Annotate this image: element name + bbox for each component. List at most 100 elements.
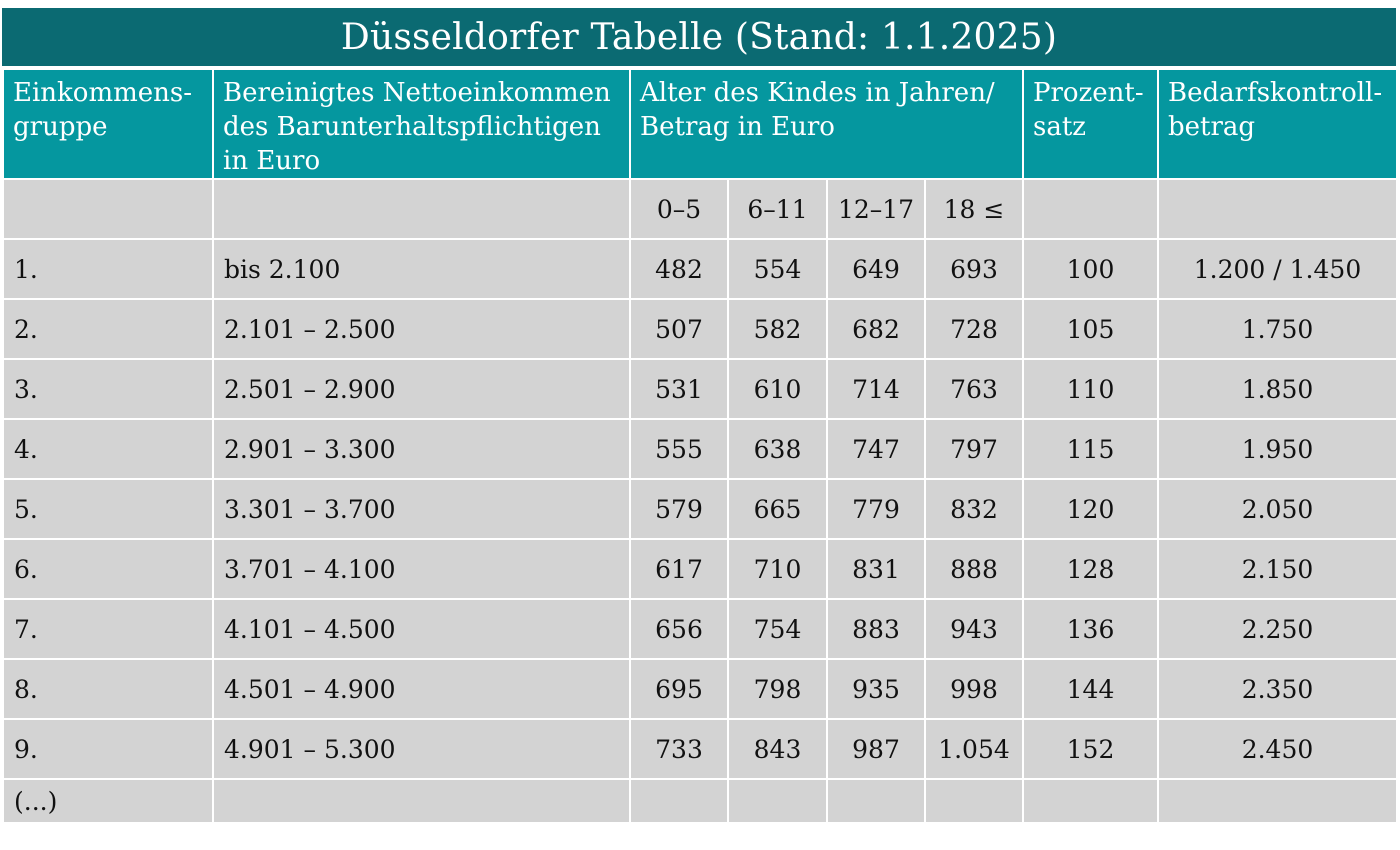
group-cell: 4. (2, 418, 214, 480)
empty-cell (1157, 178, 1398, 240)
amount-18-cell: 998 (924, 658, 1024, 720)
table-row: 1. bis 2.100 482 554 649 693 100 1.200 / 1.450 (2, 238, 1398, 300)
empty-cell (1157, 778, 1398, 824)
percent-cell: 128 (1022, 538, 1159, 600)
percent-cell: 105 (1022, 298, 1159, 360)
empty-cell (826, 778, 926, 824)
ellipsis-row: (...) (2, 778, 1398, 824)
group-cell: 3. (2, 358, 214, 420)
amount-18-cell: 1.054 (924, 718, 1024, 780)
table-row: 5. 3.301 – 3.700 579 665 779 832 120 2.050 (2, 478, 1398, 540)
amount-6-11-cell: 554 (727, 238, 828, 300)
table-row: 6. 3.701 – 4.100 617 710 831 888 128 2.150 (2, 538, 1398, 600)
header-row: Einkommens-gruppe Bereinigtes Nettoeinko… (2, 68, 1398, 180)
percent-cell: 115 (1022, 418, 1159, 480)
empty-cell (212, 778, 631, 824)
income-cell: 4.501 – 4.900 (212, 658, 631, 720)
empty-cell (629, 778, 729, 824)
empty-cell (1022, 778, 1159, 824)
income-cell: 4.901 – 5.300 (212, 718, 631, 780)
amount-12-17-cell: 747 (826, 418, 926, 480)
control-cell: 1.850 (1157, 358, 1398, 420)
amount-18-cell: 728 (924, 298, 1024, 360)
percent-cell: 152 (1022, 718, 1159, 780)
ellipsis-cell: (...) (2, 778, 214, 824)
age-group-2: 12–17 (826, 178, 926, 240)
income-cell: 2.501 – 2.900 (212, 358, 631, 420)
empty-cell (727, 778, 828, 824)
amount-0-5-cell: 579 (629, 478, 729, 540)
amount-12-17-cell: 831 (826, 538, 926, 600)
amount-0-5-cell: 555 (629, 418, 729, 480)
header-control: Bedarfskontroll-betrag (1157, 68, 1398, 180)
dusseldorf-table: Einkommens-gruppe Bereinigtes Nettoeinko… (2, 68, 1398, 824)
table-frame: Düsseldorfer Tabelle (Stand: 1.1.2025) E… (2, 8, 1398, 824)
age-group-3: 18 ≤ (924, 178, 1024, 240)
group-cell: 7. (2, 598, 214, 660)
age-group-1: 6–11 (727, 178, 828, 240)
amount-0-5-cell: 733 (629, 718, 729, 780)
table-row: 3. 2.501 – 2.900 531 610 714 763 110 1.850 (2, 358, 1398, 420)
table-row: 2. 2.101 – 2.500 507 582 682 728 105 1.750 (2, 298, 1398, 360)
header-age: Alter des Kindes in Jahren/ Betrag in Eu… (629, 68, 1024, 180)
table-row: 4. 2.901 – 3.300 555 638 747 797 115 1.950 (2, 418, 1398, 480)
group-cell: 6. (2, 538, 214, 600)
amount-18-cell: 888 (924, 538, 1024, 600)
control-cell: 2.350 (1157, 658, 1398, 720)
amount-6-11-cell: 610 (727, 358, 828, 420)
percent-cell: 110 (1022, 358, 1159, 420)
amount-0-5-cell: 531 (629, 358, 729, 420)
amount-6-11-cell: 582 (727, 298, 828, 360)
percent-cell: 100 (1022, 238, 1159, 300)
amount-18-cell: 693 (924, 238, 1024, 300)
income-cell: 3.301 – 3.700 (212, 478, 631, 540)
table-row: 9. 4.901 – 5.300 733 843 987 1.054 152 2.450 (2, 718, 1398, 780)
control-cell: 1.750 (1157, 298, 1398, 360)
amount-12-17-cell: 714 (826, 358, 926, 420)
group-cell: 9. (2, 718, 214, 780)
control-cell: 2.150 (1157, 538, 1398, 600)
amount-18-cell: 763 (924, 358, 1024, 420)
amount-18-cell: 797 (924, 418, 1024, 480)
amount-12-17-cell: 649 (826, 238, 926, 300)
amount-12-17-cell: 935 (826, 658, 926, 720)
empty-cell (1022, 178, 1159, 240)
amount-0-5-cell: 507 (629, 298, 729, 360)
amount-18-cell: 943 (924, 598, 1024, 660)
amount-12-17-cell: 682 (826, 298, 926, 360)
percent-cell: 120 (1022, 478, 1159, 540)
amount-0-5-cell: 656 (629, 598, 729, 660)
income-cell: 4.101 – 4.500 (212, 598, 631, 660)
control-cell: 2.050 (1157, 478, 1398, 540)
table-row: 8. 4.501 – 4.900 695 798 935 998 144 2.350 (2, 658, 1398, 720)
amount-6-11-cell: 665 (727, 478, 828, 540)
header-income: Bereinigtes Nettoeinkommen des Barunterh… (212, 68, 631, 180)
percent-cell: 136 (1022, 598, 1159, 660)
control-cell: 2.250 (1157, 598, 1398, 660)
percent-cell: 144 (1022, 658, 1159, 720)
amount-6-11-cell: 638 (727, 418, 828, 480)
empty-cell (2, 178, 214, 240)
income-cell: 3.701 – 4.100 (212, 538, 631, 600)
group-cell: 2. (2, 298, 214, 360)
amount-6-11-cell: 843 (727, 718, 828, 780)
control-cell: 2.450 (1157, 718, 1398, 780)
table-title: Düsseldorfer Tabelle (Stand: 1.1.2025) (2, 8, 1396, 68)
amount-6-11-cell: 710 (727, 538, 828, 600)
control-cell: 1.200 / 1.450 (1157, 238, 1398, 300)
header-percent: Prozent-satz (1022, 68, 1159, 180)
group-cell: 8. (2, 658, 214, 720)
group-cell: 5. (2, 478, 214, 540)
amount-0-5-cell: 482 (629, 238, 729, 300)
income-cell: bis 2.100 (212, 238, 631, 300)
age-group-0: 0–5 (629, 178, 729, 240)
header-group: Einkommens-gruppe (2, 68, 214, 180)
amount-6-11-cell: 798 (727, 658, 828, 720)
control-cell: 1.950 (1157, 418, 1398, 480)
income-cell: 2.101 – 2.500 (212, 298, 631, 360)
amount-12-17-cell: 987 (826, 718, 926, 780)
table-row: 7. 4.101 – 4.500 656 754 883 943 136 2.250 (2, 598, 1398, 660)
age-group-row: 0–5 6–11 12–17 18 ≤ (2, 178, 1398, 240)
amount-12-17-cell: 883 (826, 598, 926, 660)
empty-cell (924, 778, 1024, 824)
